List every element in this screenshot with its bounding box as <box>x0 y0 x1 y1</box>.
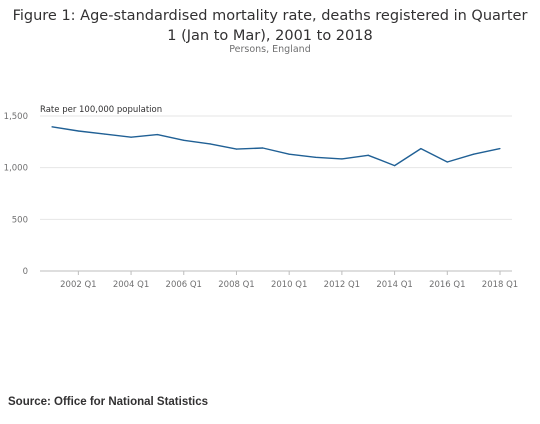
data-point <box>473 153 475 155</box>
y-tick-label: 0 <box>23 267 28 277</box>
data-point <box>51 126 53 128</box>
chart-title: Figure 1: Age-standardised mortality rat… <box>12 8 528 44</box>
y-tick-label: 1,500 <box>4 112 28 122</box>
x-tick-label: 2016 Q1 <box>429 280 465 290</box>
x-tick-label: 2010 Q1 <box>271 280 307 290</box>
y-tick-label: 500 <box>12 215 28 225</box>
x-tick-label: 2012 Q1 <box>324 280 360 290</box>
data-point <box>104 133 106 135</box>
data-point <box>393 165 396 167</box>
data-point <box>499 147 501 150</box>
data-point <box>130 136 132 138</box>
source-note: Source: Office for National Statistics <box>8 396 208 408</box>
source-label: Source: <box>8 396 51 408</box>
chart-subtitle: Persons, England <box>229 44 311 55</box>
series-line <box>51 126 501 167</box>
x-tick-label: 2018 Q1 <box>482 280 518 290</box>
x-tick-label: 2008 Q1 <box>218 280 254 290</box>
data-point <box>262 147 264 149</box>
line-chart: 0 500 1,000 1,500 Rate per 100,000 populatio… <box>4 105 519 290</box>
data-point <box>446 161 448 163</box>
data-point <box>156 134 159 136</box>
x-tick-label: 2014 Q1 <box>376 280 412 290</box>
y-tick-label: 1,000 <box>4 164 28 174</box>
source-value: Office for National Statistics <box>54 396 209 408</box>
data-point <box>341 158 343 160</box>
data-point <box>314 156 317 158</box>
data-point <box>367 154 369 156</box>
data-point <box>209 143 211 145</box>
x-tick-label: 2006 Q1 <box>166 280 202 290</box>
x-tick-label: 2002 Q1 <box>60 280 96 290</box>
data-point <box>420 147 422 150</box>
x-tick-label: 2004 Q1 <box>113 280 149 290</box>
data-point <box>235 148 238 150</box>
y-axis-label: Rate per 100,000 population <box>40 105 162 115</box>
data-point <box>183 139 185 141</box>
data-point <box>77 130 79 132</box>
data-point <box>288 153 290 155</box>
